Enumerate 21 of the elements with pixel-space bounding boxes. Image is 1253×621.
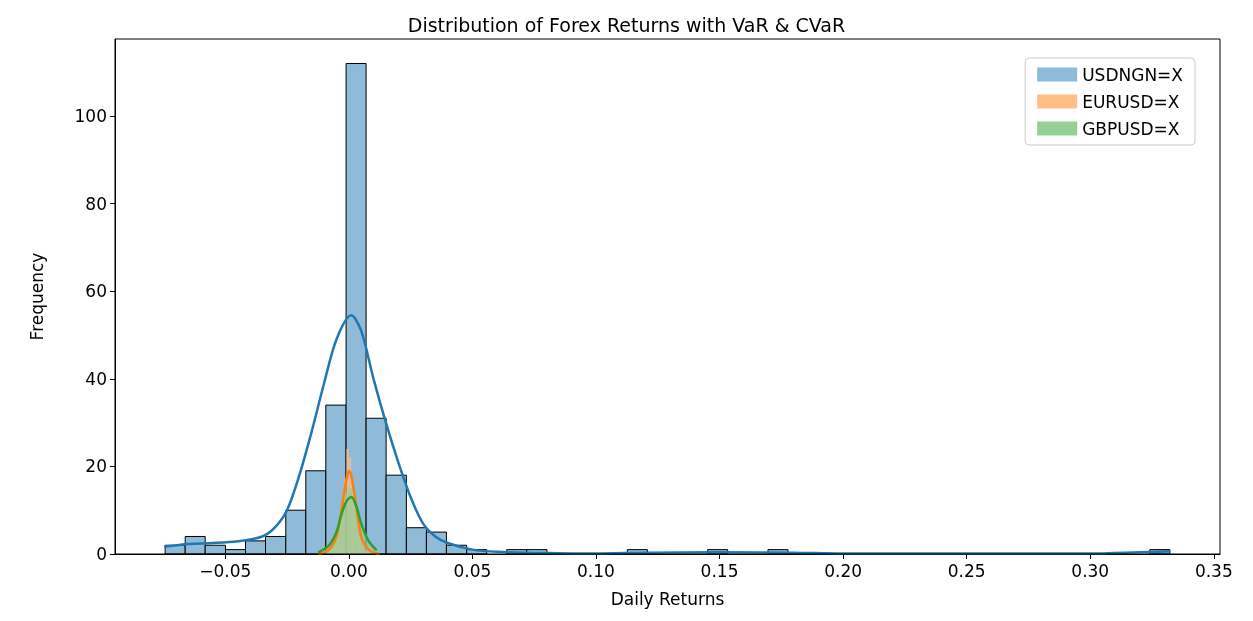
x-tick-label: 0.15 [700, 560, 739, 581]
y-axis-title: Frequency [26, 252, 47, 341]
y-tick-label: 100 [74, 106, 107, 127]
x-tick-label: 0.20 [824, 560, 863, 581]
x-tick-label: 0.00 [329, 560, 368, 581]
legend-label: EURUSD=X [1082, 91, 1180, 112]
y-tick-label: 80 [85, 193, 107, 214]
y-tick-label: 20 [85, 456, 107, 477]
y-tick-label: 60 [85, 281, 107, 302]
y-tick-label: 0 [96, 544, 107, 564]
x-tick-label: −0.05 [199, 560, 252, 581]
x-tick-label: 0.35 [1194, 560, 1233, 581]
x-tick-label: 0.05 [453, 560, 492, 581]
chart-title: Distribution of Forex Returns with VaR & CVaR [407, 13, 846, 36]
x-axis-title: Daily Returns [610, 588, 725, 609]
x-tick-label: 0.10 [577, 560, 615, 581]
legend-label: USDNGN=X [1082, 64, 1184, 85]
x-tick-label: 0.30 [1071, 560, 1110, 581]
y-tick-label: 40 [85, 368, 107, 389]
legend-label: GBPUSD=X [1082, 118, 1180, 139]
x-tick-label: 0.25 [947, 560, 986, 581]
